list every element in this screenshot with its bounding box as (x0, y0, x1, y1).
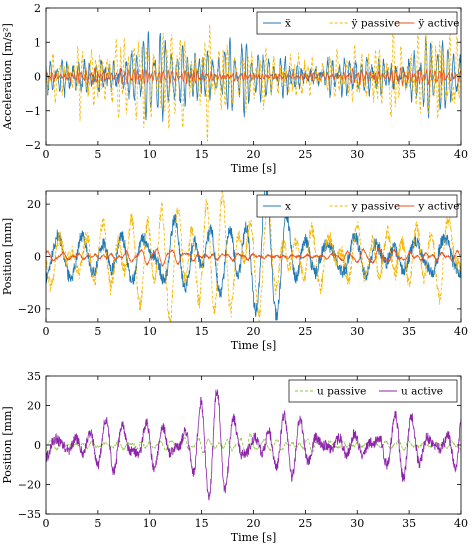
x-tick-label: 35 (402, 325, 416, 338)
x-tick-label: 35 (402, 517, 416, 530)
x-tick-label: 20 (247, 517, 261, 530)
series-line-2-3 (46, 247, 461, 268)
x-tick-label: 40 (454, 517, 468, 530)
x-tick-label: 15 (195, 148, 209, 161)
x-tick-label: 15 (195, 517, 209, 530)
y-tick-label: 35 (27, 370, 41, 383)
y-tick-label: 0 (34, 71, 41, 84)
legend-label: u active (401, 386, 443, 398)
x-tick-label: 30 (350, 517, 364, 530)
x-tick-label: 40 (454, 148, 468, 161)
y-tick-label: 2 (34, 2, 41, 15)
legend-label: x (285, 201, 291, 213)
y-tick-label: 0 (34, 251, 41, 264)
x-tick-label: 25 (298, 517, 312, 530)
x-tick-label: 20 (247, 325, 261, 338)
y-axis-label: Position [mm] (1, 406, 14, 483)
x-tick-label: 10 (143, 148, 157, 161)
x-tick-label: 30 (350, 325, 364, 338)
x-tick-label: 35 (402, 148, 416, 161)
y-tick-label: −20 (18, 303, 41, 316)
y-tick-label: 0 (34, 439, 41, 452)
y-tick-label: −20 (18, 478, 41, 491)
legend-label: ÿ active (417, 18, 459, 30)
y-tick-label: 20 (27, 198, 41, 211)
y-tick-label: −35 (18, 508, 41, 521)
series-line-1-3 (46, 66, 461, 86)
y-tick-label: −1 (25, 105, 41, 118)
legend-label: ÿ passive (351, 18, 401, 30)
x-tick-label: 0 (43, 148, 50, 161)
legend: x y passive y active (256, 194, 459, 218)
x-tick-label: 20 (247, 148, 261, 161)
series-line-3-1 (46, 432, 461, 458)
legend: u passive u active (288, 379, 458, 403)
chart-panel-3: 0 5 10 15 20 25 30 35 40 −35 −20 0 20 35 Time [s] Posit… (1, 370, 468, 544)
legend: ẍ ÿ passive ÿ active (256, 11, 459, 35)
legend-label: u passive (317, 386, 366, 398)
x-tick-label: 0 (43, 517, 50, 530)
legend-label: ẍ (285, 18, 291, 30)
x-tick-label: 10 (143, 517, 157, 530)
y-tick-label: 20 (27, 400, 41, 413)
y-tick-label: −2 (25, 139, 41, 152)
x-tick-label: 30 (350, 148, 364, 161)
x-tick-label: 15 (195, 325, 209, 338)
x-tick-label: 10 (143, 325, 157, 338)
x-tick-label: 25 (298, 148, 312, 161)
chart-panel-1: 0 5 10 15 20 25 30 35 40 −2 −1 0 1 2 Time [s] Accelerat… (1, 2, 468, 175)
x-tick-label: 25 (298, 325, 312, 338)
x-tick-label: 0 (43, 325, 50, 338)
series-line-1-2 (46, 21, 461, 143)
x-axis-label: Time [s] (231, 162, 277, 175)
x-tick-label: 5 (94, 325, 101, 338)
series-line-3-2 (46, 389, 461, 501)
y-axis-label: Position [mm] (1, 218, 14, 295)
x-tick-label: 40 (454, 325, 468, 338)
x-axis-label: Time [s] (231, 531, 277, 544)
x-tick-label: 5 (94, 148, 101, 161)
y-axis-label: Acceleration [m/s²] (1, 23, 14, 131)
x-tick-label: 5 (94, 517, 101, 530)
y-tick-label: 1 (34, 36, 41, 49)
legend-label: y passive (351, 201, 401, 213)
legend-label: y active (417, 201, 459, 213)
series-line-2-2 (46, 191, 461, 322)
x-axis-label: Time [s] (231, 339, 277, 352)
